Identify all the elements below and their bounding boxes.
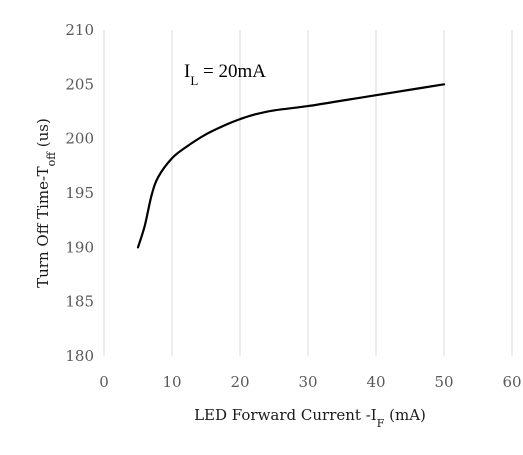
y-axis-title: Turn Off Time-Toff (us) <box>34 118 58 288</box>
x-tick-labels: 0 10 20 30 40 50 60 <box>99 373 521 391</box>
grid-lines <box>104 30 512 356</box>
y-tick-label: 195 <box>65 184 94 202</box>
condition-annotation: IL = 20mA <box>184 61 266 88</box>
y-tick-label: 185 <box>65 293 94 311</box>
x-tick-label: 30 <box>298 373 317 391</box>
y-tick-label: 205 <box>65 75 94 93</box>
y-tick-label: 180 <box>65 347 94 365</box>
y-tick-label: 210 <box>65 21 94 39</box>
series-line <box>138 84 444 247</box>
x-tick-label: 0 <box>99 373 109 391</box>
x-tick-label: 40 <box>366 373 385 391</box>
y-tick-label: 190 <box>65 238 94 256</box>
x-axis-title: LED Forward Current -IF (mA) <box>194 406 426 430</box>
y-tick-labels: 180 185 190 195 200 205 210 <box>65 21 94 365</box>
x-tick-label: 10 <box>162 373 181 391</box>
x-tick-label: 60 <box>502 373 521 391</box>
x-tick-label: 20 <box>230 373 249 391</box>
x-tick-label: 50 <box>434 373 453 391</box>
y-tick-label: 200 <box>65 130 94 148</box>
series-layer <box>138 84 444 247</box>
